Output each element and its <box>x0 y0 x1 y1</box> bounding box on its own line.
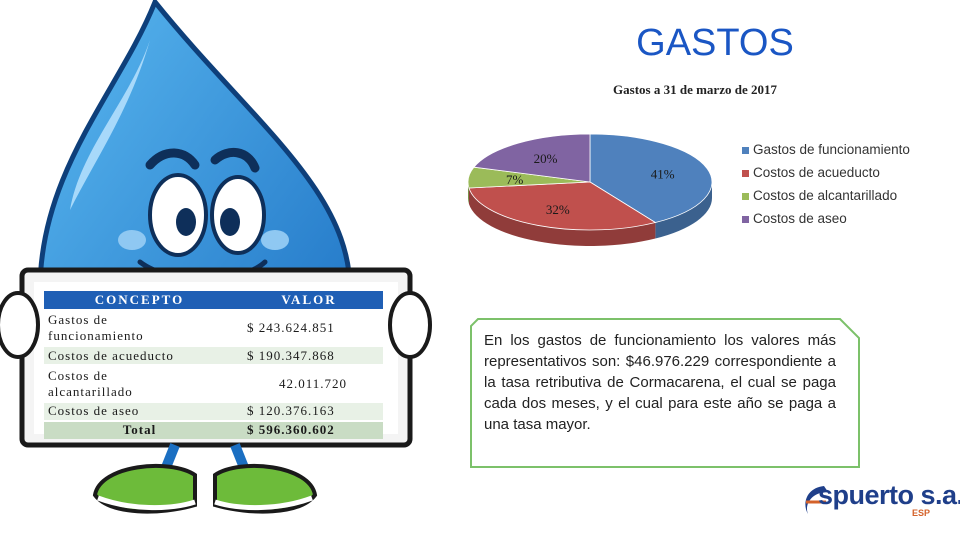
cost-table: CONCEPTO VALOR Gastos de funcionamiento … <box>44 291 383 439</box>
pie-data-label: 20% <box>534 151 558 166</box>
table-row: Costos de alcantarillado 42.011.720 <box>44 364 383 402</box>
total-value-cell: $ 596.360.602 <box>234 419 383 439</box>
header-concepto: CONCEPTO <box>44 291 235 310</box>
table-row: Costos de acueducto $ 190.347.868 <box>44 345 383 366</box>
logo-esp: ESP <box>912 508 931 518</box>
concept-line: funcionamiento <box>48 328 144 344</box>
legend-swatch <box>742 170 749 177</box>
value-cell: 42.011.720 <box>234 364 383 402</box>
company-logo: spuerto s.a. ESP <box>800 478 960 526</box>
water-drop-mascot <box>0 0 432 514</box>
pie-data-label: 32% <box>546 202 570 217</box>
slide-title: GASTOS <box>636 22 794 64</box>
table-row: Costos de aseo $ 120.376.163 <box>44 400 383 421</box>
table-header-row: CONCEPTO VALOR <box>44 291 383 310</box>
note-box-border <box>470 318 860 468</box>
pie-slice-0 <box>589 133 713 223</box>
value-cell: $ 190.347.868 <box>234 345 383 366</box>
value-cell: $ 120.376.163 <box>234 400 383 421</box>
header-valor: VALOR <box>234 291 383 310</box>
note-text: En los gastos de funcionamiento los valo… <box>484 332 836 433</box>
pie-data-label: 41% <box>651 167 675 182</box>
concept-cell: Costos de aseo <box>44 400 235 421</box>
legend-entry: Costos de acueducto <box>753 165 880 180</box>
pie-slice-1 <box>468 181 657 231</box>
legend-entry: Costos de alcantarillado <box>753 188 897 203</box>
legend-swatch <box>742 147 749 154</box>
table-total-row: Total $ 596.360.602 <box>44 419 383 439</box>
concept-line: alcantarillado <box>48 383 133 399</box>
pie-slice-3 <box>473 133 591 183</box>
pie-slice-side <box>655 182 712 239</box>
legend-entry: Costos de aseo <box>753 211 847 226</box>
concept-cell: Costos de alcantarillado <box>44 364 235 402</box>
concept-cell: Costos de acueducto <box>44 345 235 366</box>
total-label-cell: Total <box>44 419 235 439</box>
value-cell: $ 243.624.851 <box>234 308 383 347</box>
cost-table-container: CONCEPTO VALOR Gastos de funcionamiento … <box>44 291 383 439</box>
pie-chart: 41% 32% 7% 20% Gastos de funcionamiento Costo… <box>467 133 910 246</box>
concept-cell: Gastos de funcionamiento <box>44 308 235 347</box>
legend-swatch <box>742 216 749 223</box>
table-row: Gastos de funcionamiento $ 243.624.851 <box>44 308 383 347</box>
logo-wordmark: spuerto s.a. <box>818 480 960 510</box>
pie-data-label: 7% <box>506 172 524 187</box>
legend-swatch <box>742 193 749 200</box>
concept-line: Gastos de <box>48 312 108 328</box>
legend-entry: Gastos de funcionamiento <box>753 142 910 157</box>
concept-line: Costos de <box>48 367 108 383</box>
pie-slice-side <box>468 188 656 246</box>
logo-swoosh-icon <box>805 486 828 514</box>
note-box: En los gastos de funcionamiento los valo… <box>470 318 860 468</box>
chart-title: Gastos a 31 de marzo de 2017 <box>613 82 777 97</box>
